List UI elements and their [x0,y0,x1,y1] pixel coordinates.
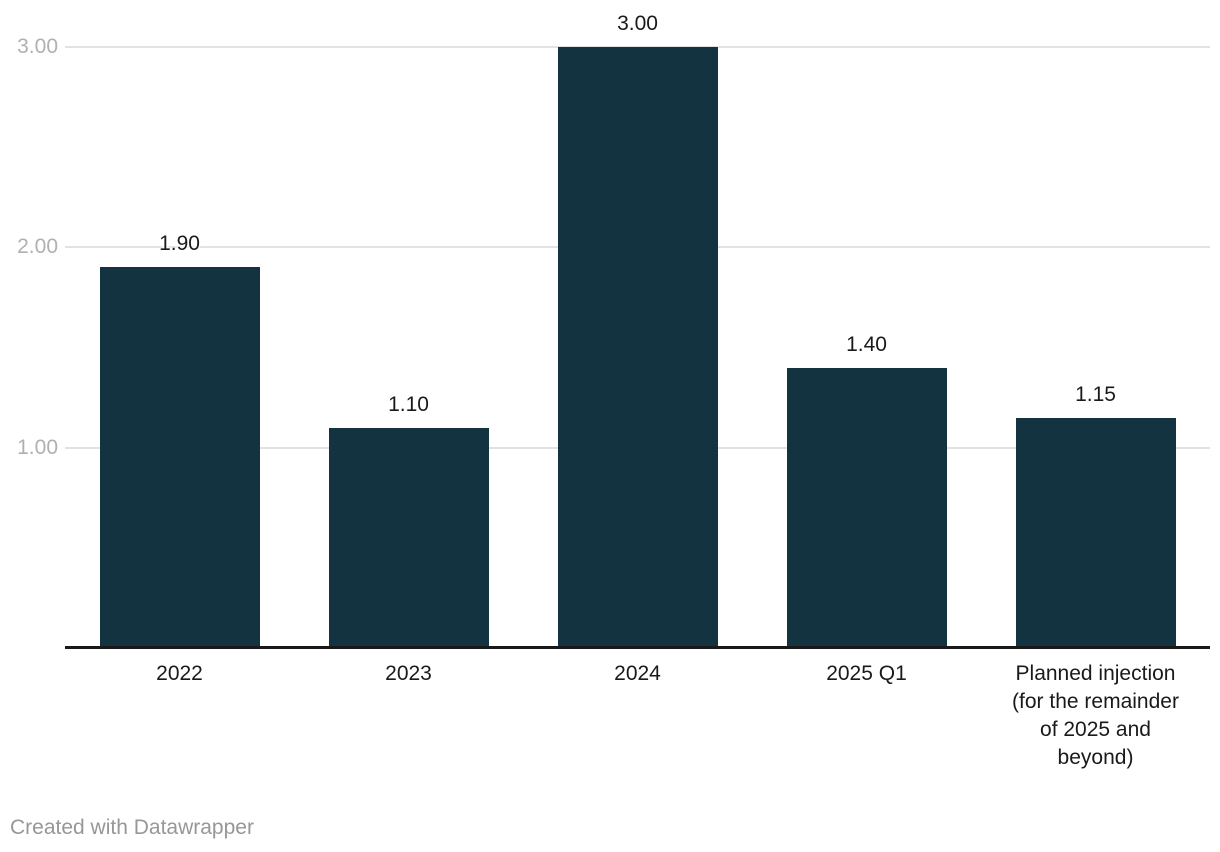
x-axis-category-label: 2023 [385,662,432,685]
y-axis-tick-label: 3.00 [17,35,58,58]
bar-value-label: 1.90 [159,232,200,256]
y-axis-tick-label: 2.00 [17,235,58,259]
datawrapper-credit-link[interactable]: Created with Datawrapper [10,816,254,839]
y-axis-tick-label: 1.00 [17,435,58,459]
bar[interactable] [1015,417,1176,648]
bar[interactable] [557,47,718,648]
x-axis-category-label: 2022 [156,662,203,685]
x-axis-category-label: Planned injection (for the remainder of … [1012,662,1179,769]
x-axis-category-label: 2024 [614,662,661,685]
bar[interactable] [328,427,489,648]
bar-value-label: 1.10 [388,392,429,416]
x-axis-line [65,646,1210,649]
bar-value-label: 3.00 [617,12,658,35]
bar-value-label: 1.15 [1075,382,1116,406]
bar-value-label: 1.40 [846,332,887,356]
bar[interactable] [786,367,947,648]
bar[interactable] [99,267,260,648]
x-axis-category-label: 2025 Q1 [826,662,907,685]
